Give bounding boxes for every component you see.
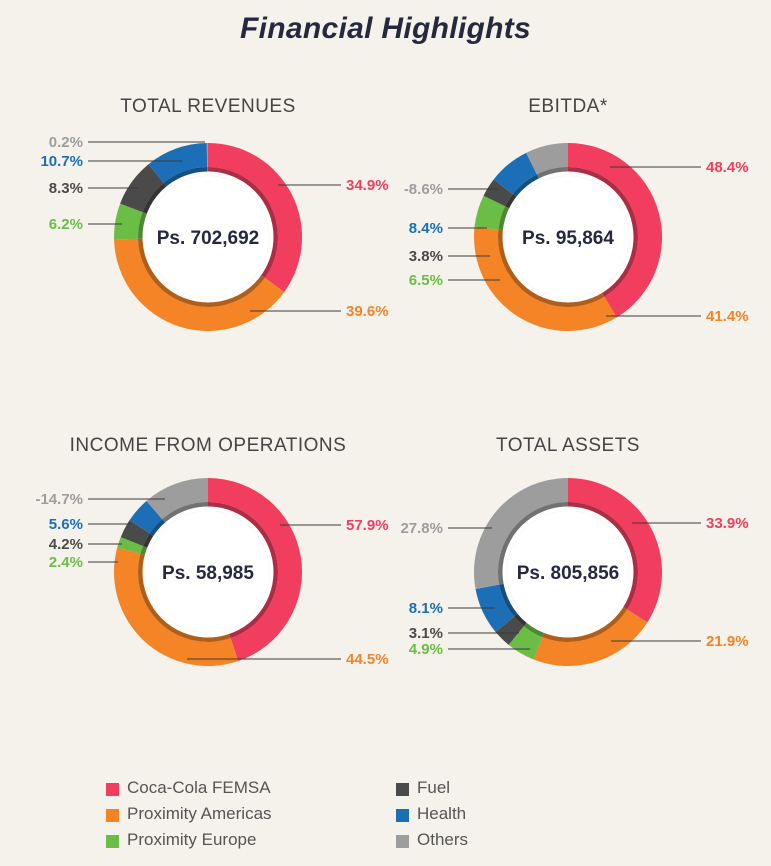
donut-inner-ring	[502, 171, 634, 303]
legend-swatch	[106, 835, 119, 848]
slice-inner-fuel	[514, 612, 529, 627]
center-value-label: Ps. 702,692	[157, 228, 259, 249]
legend-swatch	[396, 783, 409, 796]
donut-center	[147, 176, 269, 298]
data-label-proximity-europe: 2.4%	[49, 554, 83, 571]
data-label-others: -8.6%	[404, 181, 443, 198]
donut-total-revenues: Ps. 702,692 34.9% 39.6% 6.2% 8.3% 10.7% 0.2%	[40, 134, 389, 331]
data-label-proximity-europe: 6.2%	[49, 216, 83, 233]
slice-coca-cola-femsa	[208, 143, 302, 292]
slice-coca-cola-femsa	[568, 143, 662, 318]
slice-coca-cola-femsa	[568, 478, 662, 623]
data-label-fuel: 3.8%	[409, 248, 443, 265]
data-label-others: 27.8%	[400, 520, 443, 537]
legend-label: Proximity Europe	[127, 830, 257, 849]
donut-income-from-operations: Ps. 58,985 57.9% 44.5% 2.4%4.2% 5.6% -14.7%	[35, 478, 389, 668]
slice-inner-proximity-europe	[523, 620, 545, 638]
donut-inner-ring	[142, 506, 274, 638]
donut-center	[507, 511, 629, 633]
legend-swatch	[396, 835, 409, 848]
slice-inner-health	[149, 519, 167, 538]
chart-title-ebitda: EBITDA*	[528, 96, 608, 117]
slice-others	[474, 478, 568, 589]
slice-inner-coca-cola-femsa	[568, 502, 638, 610]
slice-inner-proximity-americas	[498, 229, 605, 307]
slice-inner-fuel	[505, 194, 519, 210]
data-label-others: -14.7%	[35, 491, 83, 508]
slice-health	[493, 152, 537, 195]
donut-inner-ring	[502, 506, 634, 638]
donut-total-assets: Ps. 805,856 33.9% 21.9% 4.9%3.1% 8.1% 27.8%	[400, 478, 749, 666]
slice-proximity-europe	[117, 537, 143, 554]
page-title: Financial Highlights	[239, 12, 531, 45]
legend-swatch	[106, 809, 119, 822]
slice-proximity-americas	[114, 238, 285, 331]
slice-health	[129, 500, 163, 534]
data-label-others: 0.2%	[49, 134, 83, 151]
data-label-proximity-europe: 4.9%	[409, 641, 443, 658]
data-label-health: 8.1%	[409, 600, 443, 617]
data-label-coca-cola-femsa: 33.9%	[706, 515, 749, 532]
data-label-coca-cola-femsa: 57.9%	[346, 517, 389, 534]
legend-label: Coca-Cola FEMSA	[127, 778, 271, 797]
data-label-proximity-americas: 21.9%	[706, 633, 749, 650]
slice-inner-fuel	[142, 533, 156, 549]
slice-proximity-europe	[474, 195, 506, 230]
center-value-label: Ps. 58,985	[162, 563, 254, 584]
data-label-proximity-europe: 6.5%	[409, 272, 443, 289]
data-label-proximity-americas: 39.6%	[346, 303, 389, 320]
data-label-health: 8.4%	[409, 220, 443, 237]
donut-ebitda: Ps. 95,864 48.4% 41.4% 6.5% 3.8% 8.4% -8.6%	[404, 143, 749, 331]
slice-proximity-europe	[508, 626, 543, 660]
center-value-label: Ps. 805,856	[517, 563, 619, 584]
slice-proximity-americas	[114, 547, 239, 666]
slice-coca-cola-femsa	[208, 478, 303, 661]
slice-proximity-americas	[533, 609, 648, 666]
slice-others	[526, 143, 568, 175]
slice-fuel	[120, 520, 150, 547]
slice-others	[146, 478, 208, 520]
slice-proximity-americas	[474, 227, 617, 331]
chart-title-income-from-operations: INCOME FROM OPERATIONS	[69, 435, 347, 456]
legend-swatch	[106, 783, 119, 796]
legend-label: Others	[417, 830, 469, 849]
data-label-health: 5.6%	[49, 516, 83, 533]
chart-title-total-assets: TOTAL ASSETS	[496, 435, 640, 456]
data-label-fuel: 8.3%	[49, 180, 83, 197]
slice-inner-health	[512, 174, 540, 199]
donut-center	[507, 176, 629, 298]
data-label-coca-cola-femsa: 48.4%	[706, 159, 749, 176]
slice-fuel	[495, 616, 524, 645]
center-value-label: Ps. 95,864	[522, 228, 614, 249]
slice-inner-coca-cola-femsa	[208, 167, 279, 278]
slice-fuel	[120, 164, 164, 213]
legend-label: Proximity Americas	[127, 804, 272, 823]
data-label-coca-cola-femsa: 34.9%	[346, 177, 389, 194]
legend-label: Health	[417, 804, 467, 823]
slice-fuel	[483, 179, 513, 207]
data-label-fuel: 4.2%	[49, 536, 83, 553]
data-label-health: 10.7%	[40, 153, 83, 170]
donut-center	[147, 511, 269, 633]
legend-label: Fuel	[417, 778, 451, 797]
data-label-proximity-americas: 44.5%	[346, 651, 389, 668]
slice-others	[206, 143, 208, 168]
data-label-proximity-americas: 41.4%	[706, 308, 749, 325]
legend-swatch	[396, 809, 409, 822]
data-label-fuel: 3.1%	[409, 625, 443, 642]
donut-inner-ring	[142, 171, 274, 303]
slice-inner-proximity-americas	[137, 553, 231, 643]
slice-proximity-europe	[113, 203, 143, 240]
slice-health	[148, 143, 208, 183]
chart-title-total-revenues: TOTAL REVENUES	[120, 96, 296, 117]
